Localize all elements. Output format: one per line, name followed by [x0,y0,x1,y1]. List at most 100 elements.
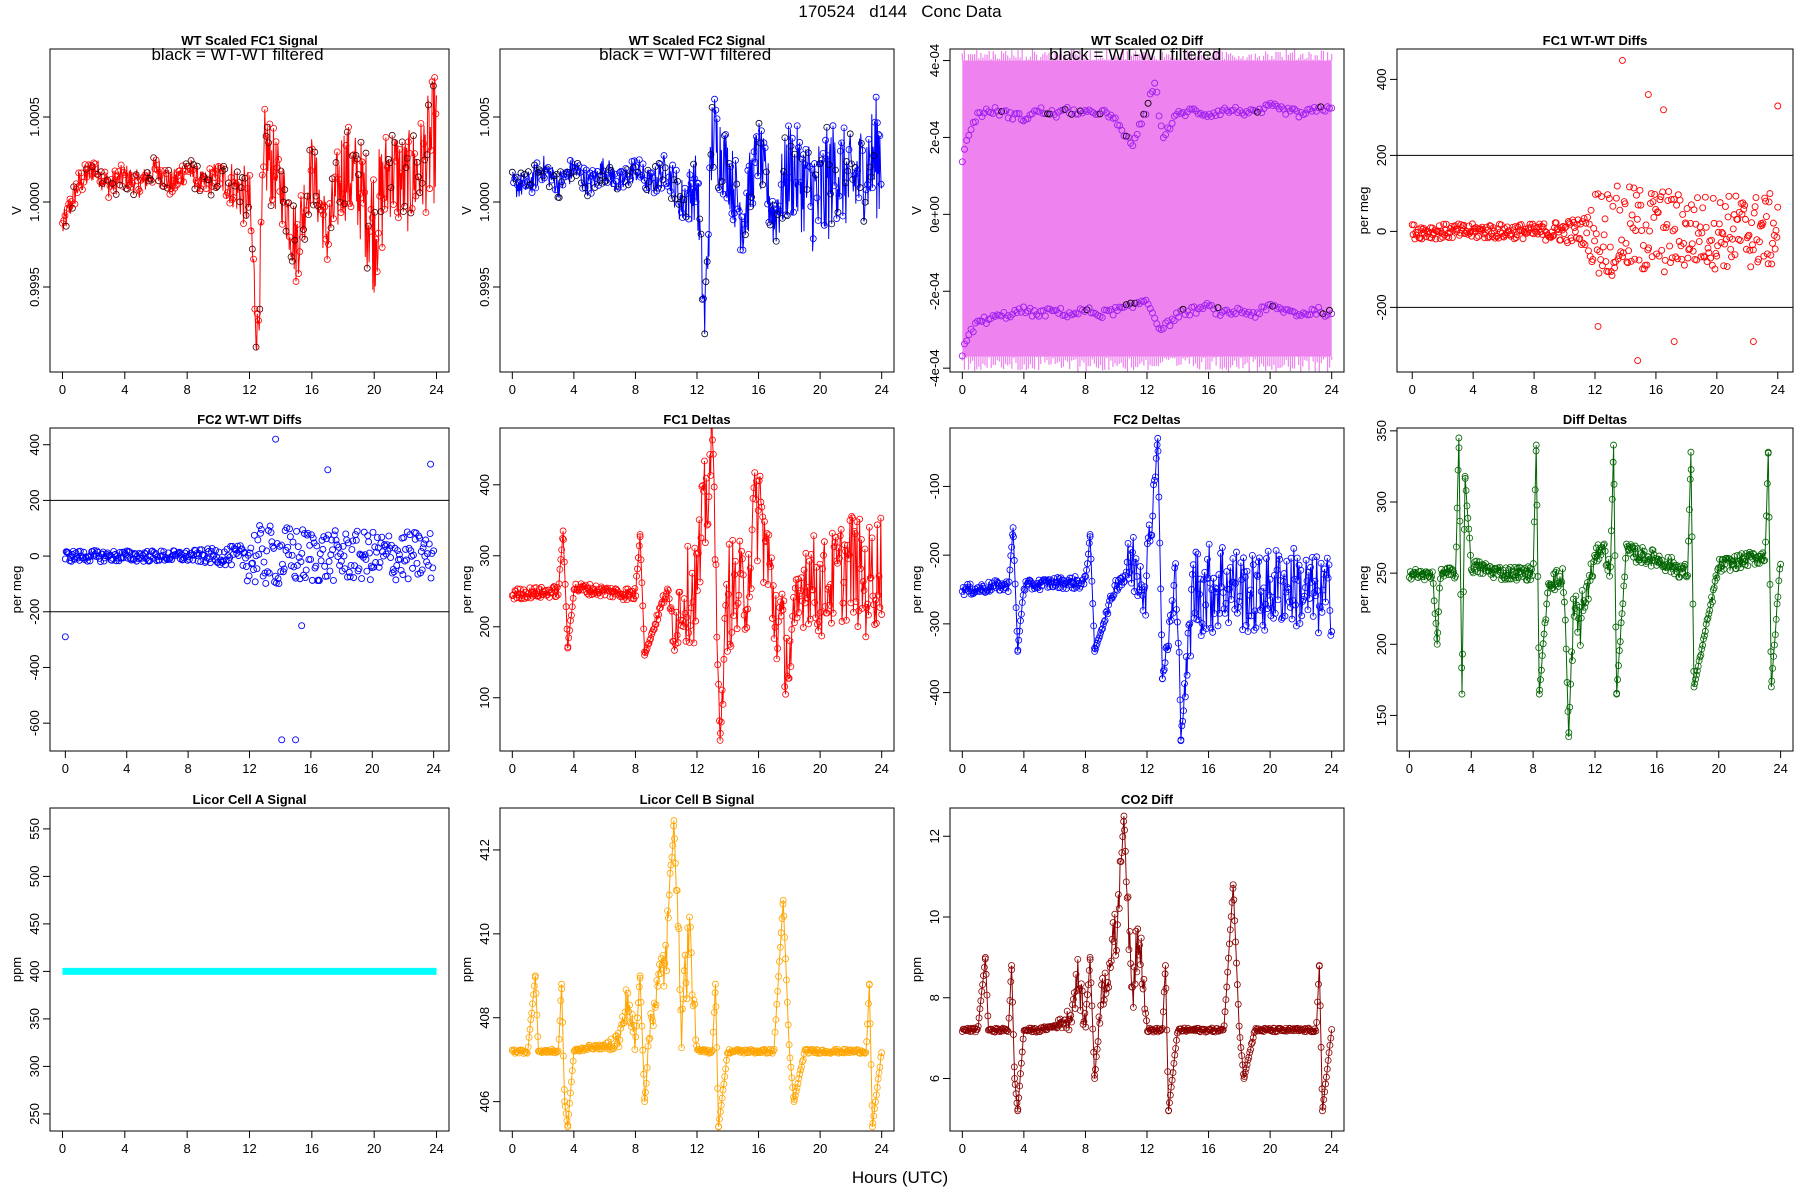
x-tick-label: 8 [184,1141,191,1156]
data-point [140,173,148,181]
data-point [1110,591,1118,599]
data-point [1157,585,1165,593]
data-point [1182,653,1190,661]
x-tick-label: 8 [184,382,191,397]
data-point [1155,112,1163,120]
x-tick-label: 16 [304,761,318,776]
data-point [1160,988,1168,996]
data-point [1454,466,1462,474]
data-point [1769,664,1777,672]
data-point [1607,527,1615,535]
data-point [432,110,440,118]
data-point [780,597,788,605]
data-point [530,982,538,990]
data-point [1202,601,1210,609]
data-point [856,184,864,191]
data-point [859,147,866,154]
data-point [849,175,857,183]
data-point [249,559,257,567]
data-point [809,586,817,594]
data-point [423,558,431,566]
data-point [587,189,595,197]
data-point [1519,235,1527,243]
data-point [319,545,327,553]
data-point [1704,614,1712,622]
data-point [756,472,764,480]
data-point [674,639,682,646]
data-point [1079,306,1086,314]
data-point [1046,305,1054,313]
data-point [785,674,793,682]
data-point [1702,223,1710,231]
data-point [265,569,273,577]
data-point [378,533,386,541]
data-point [1432,619,1440,627]
data-point [1523,576,1531,584]
data-point [289,538,297,546]
data-point [874,591,882,599]
data-point [836,147,844,155]
data-point [1417,567,1425,575]
data-point [866,1020,874,1028]
data-point [869,184,876,192]
data-point [1183,671,1191,679]
plot-area-p7 [958,434,1336,745]
data-point [1086,533,1094,541]
x-tick-label: 12 [1140,1141,1154,1156]
data-point [870,1112,878,1120]
data-point [680,196,688,204]
data-point [606,163,614,171]
data-point [1209,628,1217,636]
data-point [744,166,752,174]
data-point [1693,667,1701,675]
data-point [300,226,307,234]
data-point [1149,88,1156,96]
data-point [1777,560,1785,568]
data-point [728,210,736,217]
data-point [862,1048,870,1056]
y-tick-label: 200 [477,616,492,638]
data-point [877,514,885,522]
data-point [1131,134,1139,142]
data-point [1136,563,1144,570]
data-point [1748,219,1756,227]
data-point [1460,588,1467,596]
data-point [307,167,315,174]
data-point [632,592,640,600]
x-tick-label: 24 [429,382,443,397]
data-point [788,134,796,142]
data-point [141,171,149,179]
data-point [1573,221,1581,228]
data-point [1297,566,1305,574]
data-point [1154,447,1162,455]
data-point [580,582,588,590]
data-point [545,183,553,191]
data-point [1019,1035,1027,1043]
data-point [216,180,224,188]
data-point [1208,586,1216,594]
y-axis-label: per meg [1356,187,1371,235]
x-tick-label: 20 [1263,761,1277,776]
data-point [1323,103,1331,111]
data-point [682,979,690,987]
data-point [788,1074,796,1082]
data-point [829,122,837,130]
data-point [713,1044,721,1051]
data-point [1710,219,1718,227]
data-point [1187,1026,1195,1034]
data-point [1601,215,1609,223]
data-point [1762,197,1770,205]
data-point [137,550,145,558]
data-point [1326,306,1333,314]
data-point [1248,1040,1255,1048]
data-point [675,200,683,208]
data-point [616,1036,624,1044]
data-point [827,580,834,588]
data-point [1724,556,1731,564]
data-point [1695,238,1703,245]
data-point [1772,615,1780,623]
data-point [823,123,831,131]
data-point [387,554,395,562]
data-point [993,107,1001,115]
data-point [174,549,182,557]
